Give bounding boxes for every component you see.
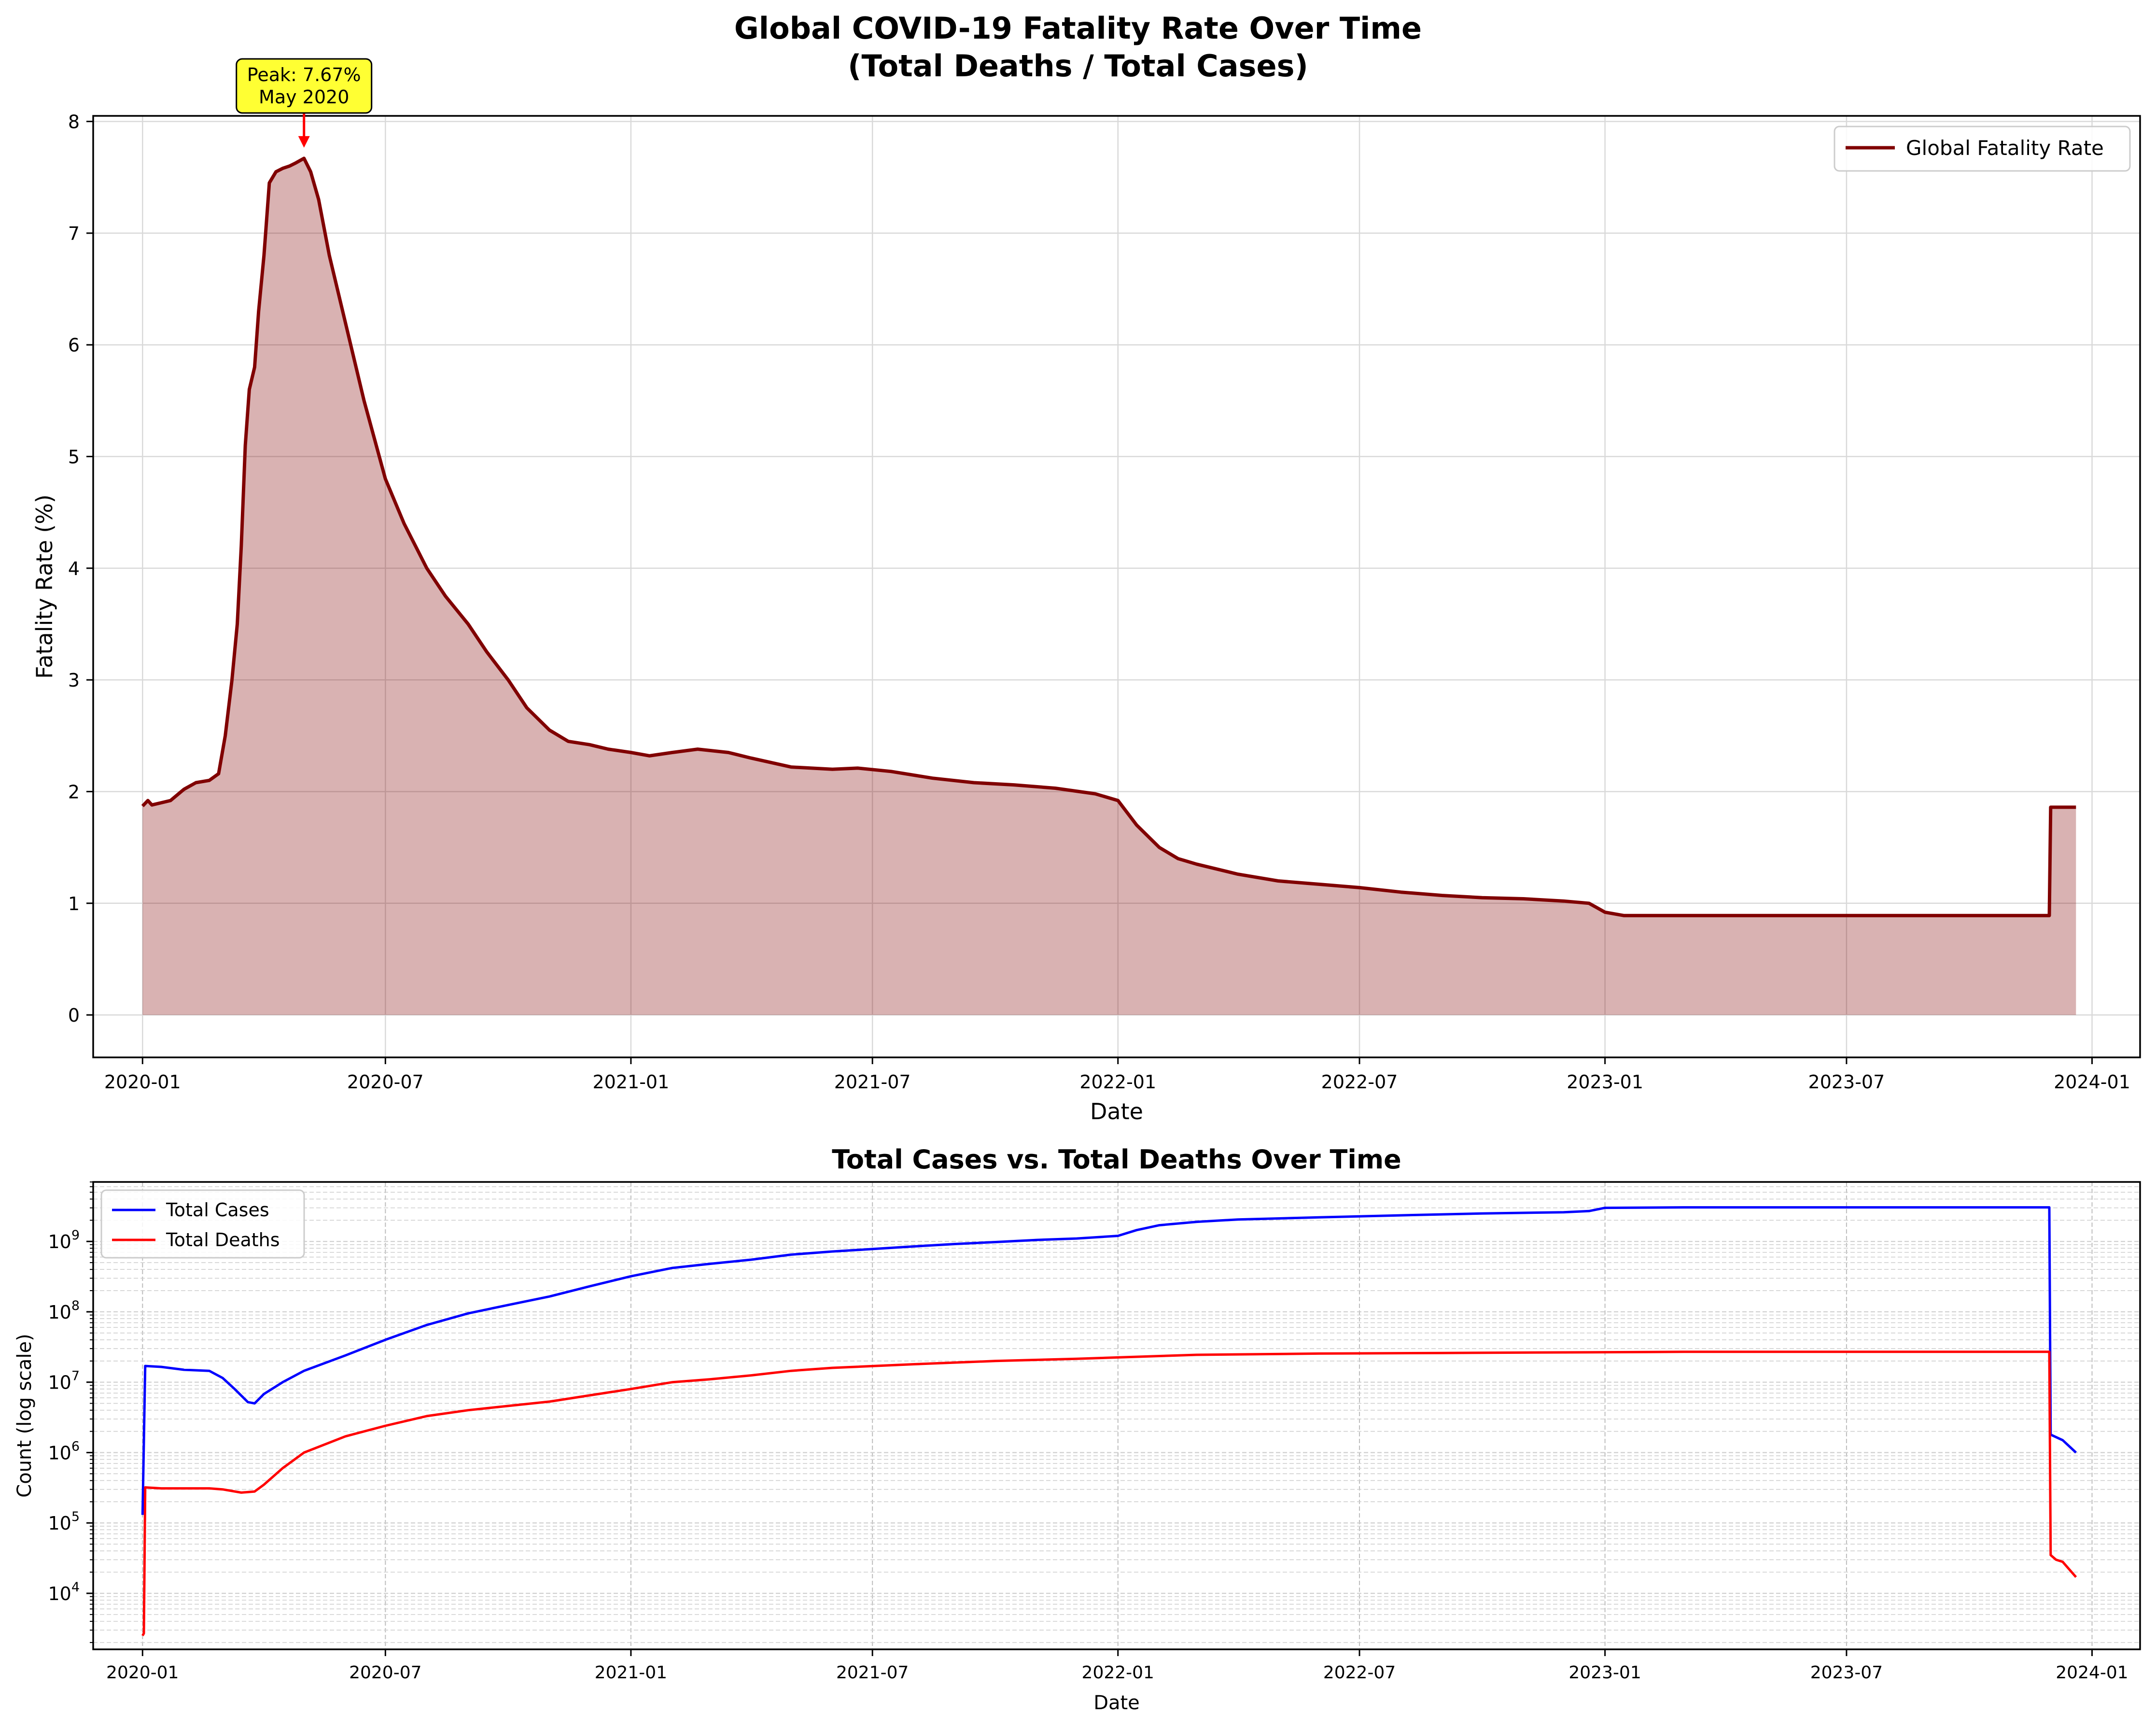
- top-x-tick-label: 2022-07: [1321, 1071, 1398, 1093]
- top-y-tick-label: 1: [68, 893, 80, 914]
- bottom-x-tick-label: 2021-07: [836, 1663, 909, 1683]
- top-legend-box: [1834, 126, 2131, 172]
- bottom-plot-frame: [92, 1181, 2141, 1650]
- top-y-tick-label: 4: [68, 558, 80, 579]
- bottom-y-tick-label: 107: [48, 1369, 80, 1393]
- top-y-tick-label: 3: [68, 670, 80, 691]
- bottom-x-ticks: 2020-01 2020-07 2021-01 2021-07 2022-01 2022-…: [106, 1649, 2128, 1683]
- bottom-x-tick-label: 2020-07: [349, 1663, 421, 1683]
- peak-arrow-head: [298, 136, 310, 148]
- bottom-y-tick-base: 10: [48, 1442, 71, 1463]
- top-x-tick-label: 2021-07: [834, 1071, 911, 1093]
- bottom-legend-label-deaths: Total Deaths: [166, 1229, 280, 1251]
- figure-title-line2: (Total Deaths / Total Cases): [848, 48, 1308, 84]
- top-y-tick-label: 2: [68, 781, 80, 802]
- top-x-tick-label: 2023-01: [1567, 1071, 1643, 1093]
- top-x-axis-label: Date: [1090, 1098, 1143, 1125]
- top-legend-label-fatality: Global Fatality Rate: [1906, 136, 2104, 160]
- bottom-y-tick-label: 104: [48, 1580, 80, 1604]
- top-y-tick-label: 8: [68, 112, 80, 133]
- bottom-gridlines: [93, 1181, 2140, 1649]
- bottom-y-tick-base: 10: [48, 1231, 71, 1252]
- bottom-x-tick-label: 2023-07: [1810, 1663, 1883, 1683]
- top-y-tick-label: 6: [68, 335, 80, 356]
- figure-title-line1: Global COVID-19 Fatality Rate Over Time: [734, 11, 1422, 46]
- bottom-x-tick-label: 2021-01: [595, 1663, 667, 1683]
- top-x-tick-label: 2020-07: [347, 1071, 424, 1093]
- bottom-y-tick-exponent: 5: [71, 1509, 80, 1524]
- bottom-y-tick-exponent: 8: [71, 1298, 80, 1313]
- total-deaths-line: [141, 1350, 2077, 1636]
- top-gridlines: [93, 116, 2140, 1057]
- top-x-tick-label: 2024-01: [2054, 1071, 2130, 1093]
- top-x-tick-label: 2023-07: [1808, 1071, 1885, 1093]
- bottom-x-tick-label: 2020-01: [106, 1663, 179, 1683]
- cases-deaths-chart: Total Cases vs. Total Deaths Over Time 2…: [14, 1144, 2141, 1714]
- bottom-x-tick-label: 2022-01: [1082, 1663, 1154, 1683]
- bottom-x-axis-label: Date: [1093, 1692, 1140, 1714]
- bottom-legend: Total Cases Total Deaths: [100, 1189, 305, 1259]
- bottom-chart-title: Total Cases vs. Total Deaths Over Time: [832, 1144, 1401, 1175]
- bottom-y-tick-base: 10: [48, 1513, 71, 1534]
- top-y-tick-label: 0: [68, 1005, 80, 1026]
- peak-annotation: Peak: 7.67% May 2020: [236, 58, 373, 148]
- peak-annotation-date: May 2020: [259, 86, 349, 108]
- bottom-y-tick-exponent: 7: [71, 1369, 80, 1384]
- bottom-x-tick-label: 2023-01: [1568, 1663, 1641, 1683]
- top-y-tick-label: 5: [68, 447, 80, 468]
- peak-annotation-box: [236, 58, 373, 114]
- top-x-tick-label: 2021-01: [593, 1071, 670, 1093]
- top-plot-frame: [92, 115, 2141, 1058]
- top-x-tick-label: 2022-01: [1079, 1071, 1156, 1093]
- top-x-ticks: 2020-01 2020-07 2021-01 2021-07 2022-01 2022-…: [104, 1057, 2130, 1093]
- bottom-y-tick-label: 106: [48, 1439, 80, 1463]
- fatality-rate-area: [142, 158, 2076, 1015]
- bottom-legend-label-cases: Total Cases: [166, 1199, 269, 1221]
- bottom-x-tick-label: 2022-07: [1323, 1663, 1396, 1683]
- top-x-tick-label: 2020-01: [104, 1071, 181, 1093]
- bottom-y-tick-exponent: 4: [71, 1580, 80, 1595]
- bottom-y-tick-exponent: 9: [71, 1228, 80, 1243]
- top-y-tick-label: 7: [68, 223, 80, 244]
- bottom-y-tick-exponent: 6: [71, 1439, 80, 1454]
- bottom-y-tick-base: 10: [48, 1302, 71, 1323]
- bottom-x-tick-label: 2024-01: [2056, 1663, 2128, 1683]
- fatality-rate-chart: 2020-01 2020-07 2021-01 2021-07 2022-01 2022-…: [31, 58, 2141, 1125]
- top-y-axis-label: Fatality Rate (%): [31, 494, 57, 679]
- bottom-y-tick-label: 108: [48, 1298, 80, 1323]
- total-cases-line: [141, 1206, 2077, 1515]
- top-legend: Global Fatality Rate: [1834, 126, 2131, 172]
- bottom-y-tick-label: 105: [48, 1509, 80, 1534]
- top-y-ticks: 0 1 2 3 4 5 6 7 8: [68, 112, 93, 1026]
- fatality-rate-line: [141, 156, 2076, 917]
- bottom-y-axis-label: Count (log scale): [14, 1334, 36, 1497]
- bottom-y-tick-label: 109: [48, 1228, 80, 1252]
- bottom-y-tick-base: 10: [48, 1372, 71, 1393]
- peak-annotation-value: Peak: 7.67%: [247, 64, 361, 85]
- bottom-y-tick-base: 10: [48, 1583, 71, 1604]
